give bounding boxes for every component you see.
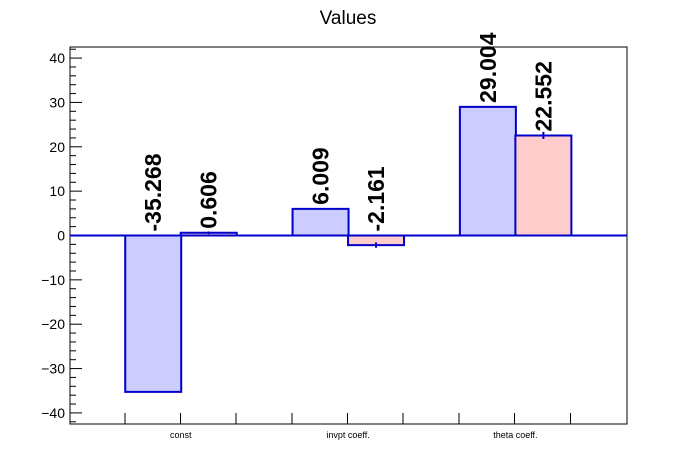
bar: [515, 135, 572, 236]
labels-layer: -35.268 6.009 29.004 0.606 -2.161 22.552: [140, 32, 556, 231]
bar: [292, 208, 349, 236]
data-label: 6.009: [308, 147, 334, 205]
bar-outline: [124, 235, 183, 393]
bar: [348, 235, 405, 246]
y-tick-label: −10: [41, 272, 65, 288]
chart-title: Values: [320, 8, 377, 29]
y-tick-label: 0: [57, 228, 65, 244]
data-label: 22.552: [530, 61, 556, 131]
data-label: 0.606: [196, 171, 222, 229]
x-category-label: invpt coeff.: [326, 430, 369, 440]
data-label: -35.268: [140, 153, 166, 231]
y-tick-label: −30: [41, 361, 65, 377]
bar: [125, 235, 182, 392]
data-label: 29.004: [475, 32, 501, 103]
bar: [180, 232, 237, 236]
x-category-label: const: [170, 430, 192, 440]
y-tick-label: 10: [49, 183, 65, 199]
y-tick-label: 30: [49, 94, 65, 110]
x-category-label: theta coeff.: [493, 430, 537, 440]
bar: [459, 106, 516, 236]
bars-layer: [124, 105, 573, 393]
y-tick-label: 40: [49, 50, 65, 66]
y-tick-label: −20: [41, 316, 65, 332]
y-tick-label: 20: [49, 139, 65, 155]
y-tick-label: −40: [41, 405, 65, 421]
data-label: -2.161: [363, 166, 389, 231]
bar-outline: [291, 207, 350, 236]
